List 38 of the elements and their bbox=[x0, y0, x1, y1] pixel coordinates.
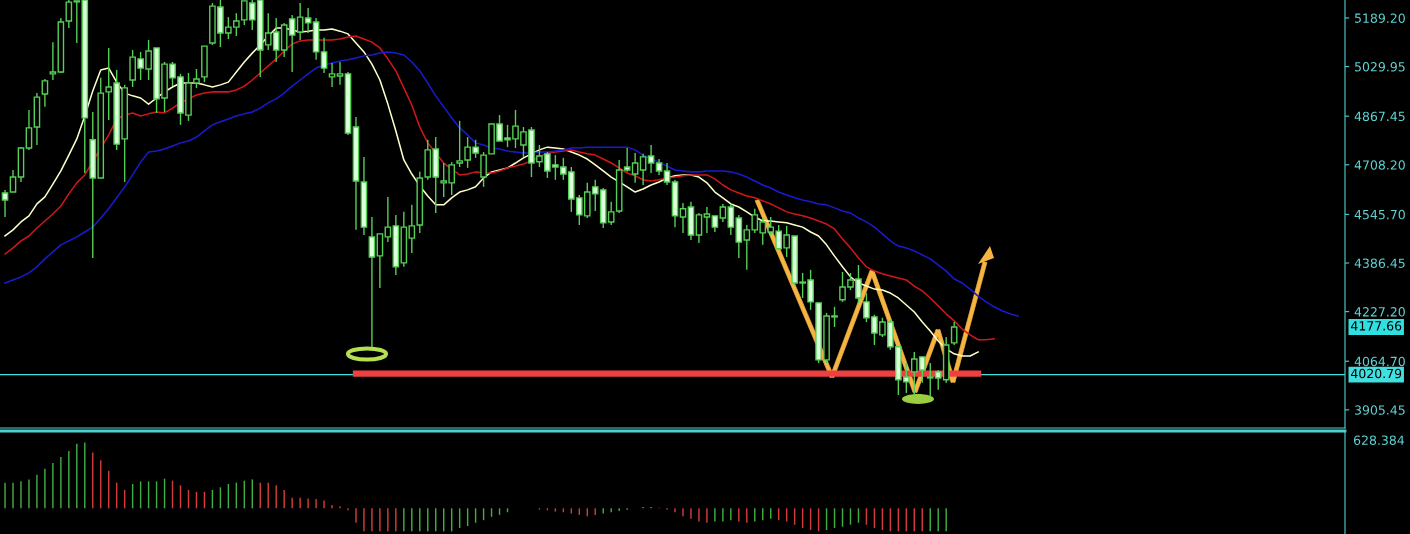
candlestick bbox=[392, 214, 400, 276]
candlestick bbox=[296, 2, 304, 41]
candlestick bbox=[384, 196, 392, 243]
candlestick bbox=[663, 162, 671, 186]
text: 4177.66 bbox=[1350, 321, 1402, 331]
candlestick bbox=[33, 92, 41, 146]
candlestick bbox=[368, 216, 376, 349]
candlestick bbox=[9, 169, 17, 193]
candlestick bbox=[679, 202, 687, 234]
candlestick bbox=[360, 156, 368, 236]
candlestick bbox=[328, 62, 336, 88]
candlestick bbox=[376, 233, 384, 289]
candlestick bbox=[336, 61, 344, 86]
y-tick-label: 4386.45 bbox=[1354, 258, 1405, 268]
candlestick bbox=[1, 189, 9, 218]
y-tick-label: 4867.45 bbox=[1354, 111, 1405, 122]
y-tick-label: 5029.95 bbox=[1354, 62, 1405, 72]
candlestick bbox=[304, 7, 312, 34]
text: 628.384 bbox=[1353, 435, 1405, 445]
y-tick-label: 4708.20 bbox=[1354, 160, 1405, 170]
candlestick bbox=[320, 37, 328, 74]
y-tick-label: 4545.70 bbox=[1354, 209, 1405, 220]
ref-line-label: 4020.79 bbox=[1350, 368, 1402, 379]
candlestick bbox=[655, 158, 663, 176]
candlestick bbox=[312, 17, 320, 61]
y-tick-label: 3905.45 bbox=[1354, 405, 1405, 415]
candlestick bbox=[687, 201, 695, 241]
candlestick bbox=[647, 144, 655, 174]
y-tick-label: 4227.20 bbox=[1354, 307, 1405, 317]
candlestick bbox=[639, 153, 647, 186]
y-tick-label: 4064.70 bbox=[1354, 356, 1405, 367]
candlestick bbox=[352, 116, 360, 231]
candlestick bbox=[631, 152, 639, 184]
candlestick bbox=[711, 215, 719, 233]
y-tick-label: 5189.20 bbox=[1354, 13, 1405, 23]
candlestick bbox=[49, 41, 57, 81]
candlestick bbox=[719, 203, 727, 223]
candlestick bbox=[703, 206, 711, 234]
